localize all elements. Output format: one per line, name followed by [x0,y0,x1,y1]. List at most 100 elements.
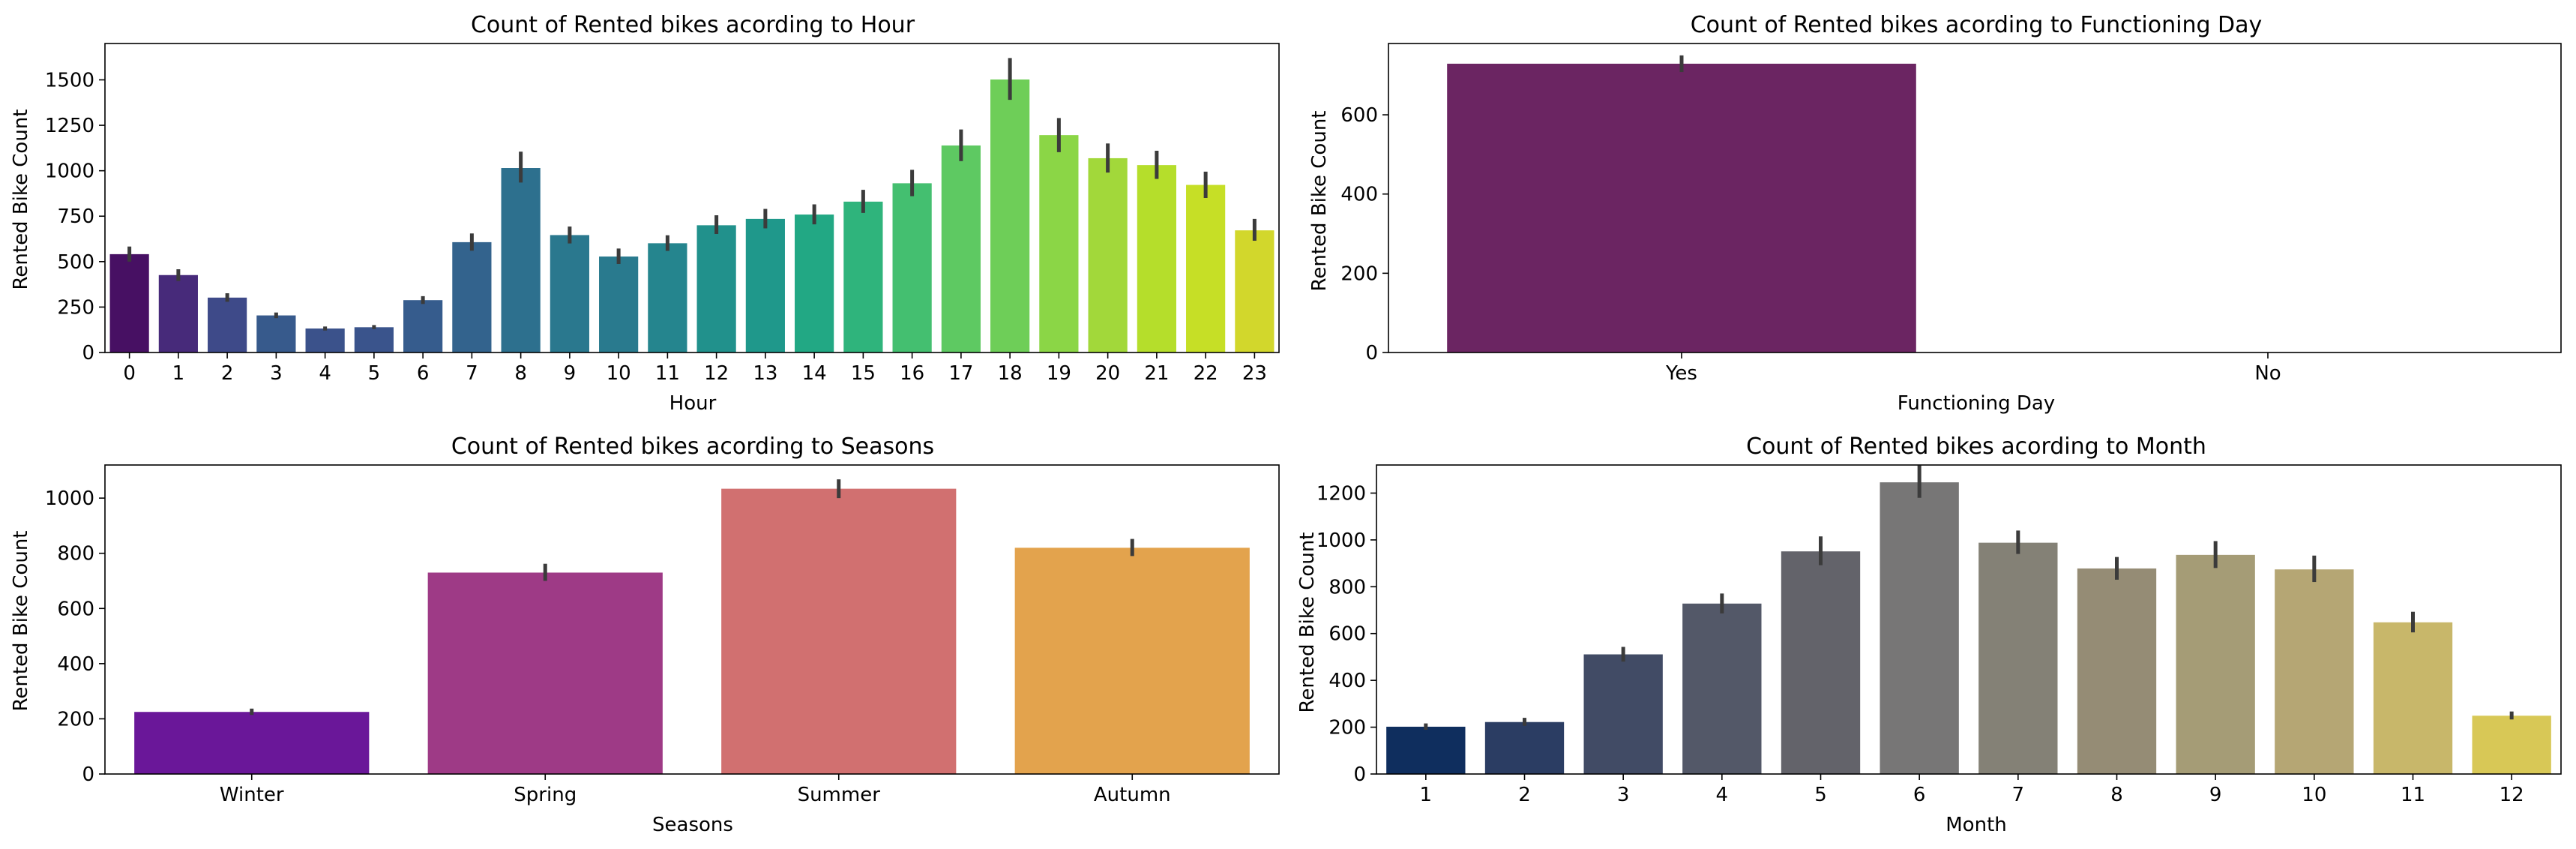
bar-14 [795,214,834,352]
y-tick-label: 800 [57,543,94,566]
bar-4 [1682,603,1762,774]
bar-17 [941,145,981,352]
x-tick-label: 12 [704,362,729,385]
x-tick-label: 10 [2302,784,2326,806]
y-tick-label: 600 [1328,623,1366,646]
plot-frame [104,464,1280,775]
x-tick-label: 11 [2401,784,2425,806]
x-tick-label: 19 [1047,362,1071,385]
bar-9 [2176,554,2255,774]
bar-5 [354,327,394,352]
x-tick-label: 4 [1716,784,1729,806]
x-tick-label: 4 [319,362,331,385]
y-tick-label: 400 [1328,670,1366,692]
bar-19 [1039,135,1079,353]
y-tick-label: 400 [57,653,94,676]
x-tick-label: 2 [221,362,234,385]
x-tick-label: 16 [900,362,924,385]
bar-20 [1088,158,1128,352]
bar-2 [208,297,247,352]
chart-seasons: Count of Rented bikes acording to Season… [10,434,1280,836]
y-tick-label: 0 [1365,342,1378,364]
y-tick-label: 1000 [1316,530,1366,552]
plot-frame [104,43,1280,353]
bar-10 [599,256,639,352]
y-tick-label: 600 [57,598,94,620]
x-tick-label: 10 [607,362,631,385]
x-tick-label: 1 [1420,784,1433,806]
x-axis-label: Functioning Day [1898,392,2055,415]
bar-12 [2472,716,2551,774]
bar-8 [2077,568,2157,774]
y-axis-label: Rented Bike Count [10,531,32,712]
x-tick-label: 6 [1913,784,1926,806]
y-tick-label: 600 [1340,104,1378,127]
x-tick-label: 5 [368,362,381,385]
bar-23 [1235,230,1275,352]
bar-3 [1583,654,1663,774]
bar-12 [696,225,736,352]
bar-Winter [134,712,370,774]
bar-16 [892,183,932,352]
x-tick-label: 18 [998,362,1023,385]
x-tick-label: Spring [514,784,577,806]
y-tick-label: 1250 [45,115,94,137]
plot-frame [1376,464,2562,775]
chart-title: Count of Rented bikes acording to Hour [471,12,915,38]
bar-0 [109,254,149,352]
x-tick-label: 15 [851,362,876,385]
chart-title: Count of Rented bikes acording to Month [1746,434,2206,460]
bar-10 [2275,569,2354,774]
x-tick-label: 9 [2209,784,2222,806]
x-axis-label: Seasons [652,814,733,836]
bar-4 [305,328,345,352]
plot-frame [1388,43,2562,353]
x-tick-label: 3 [1617,784,1630,806]
bar-7 [452,242,492,352]
y-tick-label: 750 [57,206,94,228]
x-tick-label: 13 [753,362,777,385]
x-tick-label: No [2254,362,2281,385]
y-tick-label: 1500 [45,69,94,92]
x-tick-label: 12 [2500,784,2524,806]
y-tick-label: 500 [57,251,94,274]
x-tick-label: 11 [655,362,680,385]
x-tick-label: 22 [1194,362,1218,385]
x-tick-label: 17 [948,362,973,385]
bar-13 [745,218,785,352]
bar-6 [1880,482,1959,774]
chart-title: Count of Rented bikes acording to Season… [451,434,934,460]
y-tick-label: 1000 [45,488,94,510]
bar-Spring [427,572,663,774]
bar-8 [501,168,541,352]
bar-6 [403,300,443,352]
x-tick-label: Yes [1665,362,1697,385]
chart-title: Count of Rented bikes acording to Functi… [1691,12,2263,38]
bar-11 [2373,622,2453,774]
x-tick-label: Autumn [1094,784,1171,806]
bar-Yes [1447,63,1916,352]
y-tick-label: 200 [57,708,94,730]
y-tick-label: 0 [82,764,94,786]
x-tick-label: 0 [123,362,136,385]
x-tick-label: 5 [1814,784,1827,806]
bar-15 [843,201,883,352]
bar-3 [256,315,296,352]
bar-1 [1386,726,1466,774]
y-tick-label: 250 [57,296,94,319]
bar-1 [158,274,198,352]
x-tick-label: 9 [564,362,577,385]
bar-Autumn [1014,548,1250,774]
x-tick-label: 14 [802,362,827,385]
x-tick-label: 1 [172,362,185,385]
x-axis-label: Hour [669,392,717,415]
y-tick-label: 1000 [45,160,94,183]
x-tick-label: 8 [2110,784,2123,806]
bar-7 [1978,542,2058,774]
bar-5 [1781,551,1861,774]
x-tick-label: Summer [798,784,881,806]
x-axis-label: Month [1945,814,2007,836]
bar-21 [1137,165,1176,352]
x-tick-label: 20 [1095,362,1120,385]
